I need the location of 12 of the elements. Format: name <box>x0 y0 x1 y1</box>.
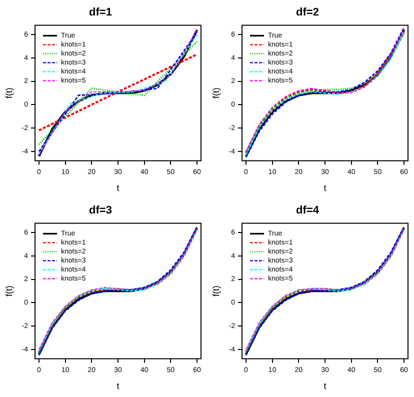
y-axis-title: f(t) <box>210 286 221 296</box>
chart-title: df=4 <box>296 204 320 217</box>
chart-title: df=2 <box>296 6 319 19</box>
x-axis-title: t <box>116 183 120 194</box>
y-axis-title: f(t) <box>4 88 14 98</box>
y-axis-title: f(t) <box>4 286 14 296</box>
x-axis-title: t <box>324 381 327 392</box>
chart-title: df=1 <box>89 6 112 19</box>
y-axis-title: f(t) <box>210 88 221 98</box>
x-axis-title: t <box>116 381 120 392</box>
x-axis-title: t <box>324 183 327 194</box>
chart-title: df=3 <box>89 204 112 217</box>
